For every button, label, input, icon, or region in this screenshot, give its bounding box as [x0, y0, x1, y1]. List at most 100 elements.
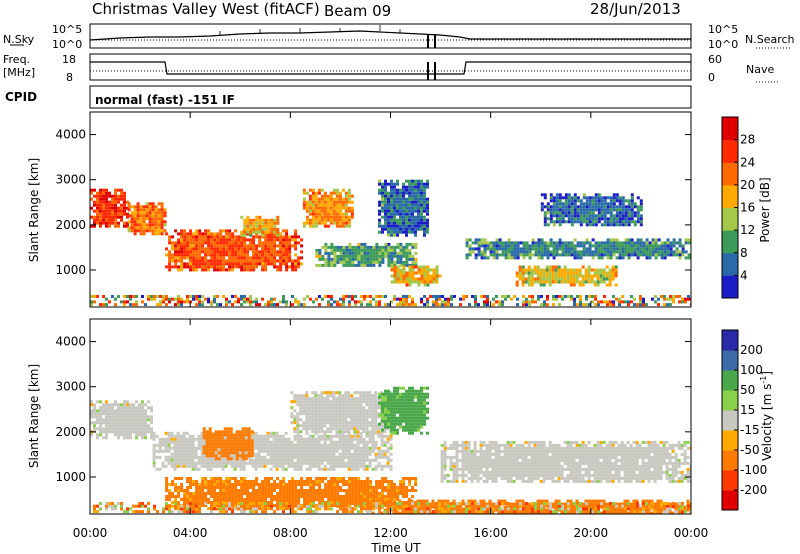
velocity-echo-region	[152, 431, 393, 471]
velocity-echo-region	[378, 386, 429, 435]
nave-tick-bottom: 0	[708, 71, 715, 84]
nsky-gap-marker	[434, 34, 436, 48]
velocity-colorbar-swatch	[722, 350, 738, 371]
power-colorbar-tick-label: 28	[740, 133, 755, 147]
velocity-echo-region	[440, 440, 691, 483]
velocity-y-axis: 4000 3000 2000 1000	[55, 335, 691, 484]
power-colorbar-tick-label: 4	[740, 268, 748, 282]
power-colorbar-swatch	[722, 184, 738, 208]
velocity-colorbar-tick-label: -200	[740, 483, 767, 497]
power-y-tick-label: 3000	[55, 173, 86, 187]
nsearch-tick-top: 10^5	[708, 23, 738, 36]
time-axis-title: Time UT	[370, 541, 421, 554]
freq-tick-bottom: 8	[66, 71, 73, 84]
time-tick-label: 20:00	[574, 526, 609, 540]
nsky-spikes	[219, 25, 401, 36]
freq-gap-marker	[434, 62, 436, 80]
velocity-heatmap	[90, 386, 691, 514]
power-echo-region	[240, 215, 280, 237]
power-y-axis: 4000 3000 2000 1000	[55, 128, 691, 277]
velocity-colorbar-swatch	[722, 410, 738, 431]
time-tick-label: 12:00	[373, 526, 408, 540]
date-label: 28/Jun/2013	[590, 0, 681, 18]
nsearch-tick-bottom: 10^0	[708, 38, 738, 51]
power-colorbar-tick-label: 12	[740, 223, 755, 237]
velocity-colorbar-tick-label: -50	[740, 443, 760, 457]
nsky-trace	[89, 30, 691, 41]
nave-label: Nave	[746, 63, 774, 76]
velocity-colorbar-swatch	[722, 450, 738, 471]
power-echo-region	[378, 179, 429, 237]
power-colorbar-swatch	[722, 230, 738, 254]
cpid-text: normal (fast) -151 IF	[95, 93, 235, 107]
nsky-strip-frame	[89, 23, 692, 49]
station-title: Christmas Valley West (fitACF)	[92, 0, 320, 18]
power-y-tick-label: 2000	[55, 218, 86, 232]
velocity-colorbar-tick-label: -15	[740, 423, 760, 437]
freq-strip-frame	[89, 53, 692, 81]
power-echo-region	[390, 265, 442, 287]
velocity-y-tick-label: 4000	[55, 335, 86, 349]
power-colorbar-swatch	[722, 117, 738, 141]
time-tick-label: 08:00	[273, 526, 308, 540]
nsky-tick-top: 10^5	[52, 23, 82, 36]
freq-trace	[90, 61, 691, 75]
velocity-colorbar-swatch	[722, 430, 738, 451]
cpid-label: CPID	[5, 90, 37, 104]
velocity-y-tick-label: 3000	[55, 380, 86, 394]
velocity-colorbar-tick-label: 200	[740, 343, 763, 357]
velocity-colorbar-swatch	[722, 370, 738, 391]
time-axis: 00:00 04:00 08:00 12:00 16:00 20:00 00:00	[73, 112, 709, 540]
power-colorbar-swatch	[722, 275, 738, 299]
velocity-colorbar-tick-label: 15	[740, 403, 755, 417]
power-echo-region	[302, 188, 354, 228]
power-y-tick-label: 1000	[55, 263, 86, 277]
power-colorbar-swatch	[722, 207, 738, 231]
beam-label: Beam 09	[324, 2, 391, 20]
cpid-strip-frame	[89, 85, 692, 109]
velocity-colorbar: 200 100 50 15 -15 -50 -100 -200	[721, 329, 767, 511]
nave-tick-top: 60	[708, 53, 722, 66]
power-colorbar-tick-label: 16	[740, 201, 755, 215]
power-echo-region	[165, 229, 304, 272]
power-colorbar-swatch	[722, 162, 738, 186]
freq-unit-label: [MHz]	[3, 66, 35, 79]
power-near-range-echoes	[90, 294, 691, 307]
nsky-tick-bottom: 10^0	[52, 38, 82, 51]
power-colorbar-tick-label: 8	[740, 246, 748, 260]
freq-tick-top: 18	[62, 53, 76, 66]
power-y-axis-title: Slant Range [km]	[27, 158, 41, 262]
velocity-y-axis-title: Slant Range [km]	[27, 364, 41, 468]
power-colorbar-tick-label: 20	[740, 178, 755, 192]
power-colorbar-swatch	[722, 139, 738, 163]
freq-gap-marker	[427, 62, 429, 80]
time-tick-label: 00:00	[674, 526, 709, 540]
freq-label: Freq.	[3, 53, 30, 66]
nsky-gap-marker	[427, 34, 429, 48]
power-echo-region	[90, 188, 129, 228]
time-tick-label: 00:00	[73, 526, 108, 540]
velocity-echo-region	[90, 400, 153, 440]
velocity-echo-region	[290, 391, 393, 434]
time-tick-label: 16:00	[473, 526, 508, 540]
power-echo-region	[515, 265, 618, 287]
velocity-near-range-echoes	[93, 501, 691, 514]
velocity-colorbar-tick-label: -100	[740, 463, 767, 477]
nsky-label: N.Sky	[3, 33, 35, 46]
power-colorbar-tick-label: 24	[740, 155, 755, 169]
power-echo-region	[465, 238, 691, 260]
velocity-colorbar-frame	[721, 329, 739, 511]
power-echo-region	[127, 202, 167, 236]
time-tick-label: 04:00	[173, 526, 208, 540]
power-heatmap	[90, 179, 691, 307]
velocity-colorbar-swatch	[722, 390, 738, 411]
power-echo-region	[315, 242, 418, 267]
velocity-colorbar-swatch	[722, 330, 738, 351]
velocity-y-tick-label: 1000	[55, 470, 86, 484]
power-echo-region	[540, 193, 643, 227]
nsearch-label: N.Search	[745, 33, 795, 46]
velocity-colorbar-swatch	[722, 470, 738, 491]
power-colorbar: 28 24 20 16 12 8 4	[721, 116, 755, 299]
velocity-colorbar-tick-label: 100	[740, 363, 763, 377]
velocity-y-tick-label: 2000	[55, 425, 86, 439]
